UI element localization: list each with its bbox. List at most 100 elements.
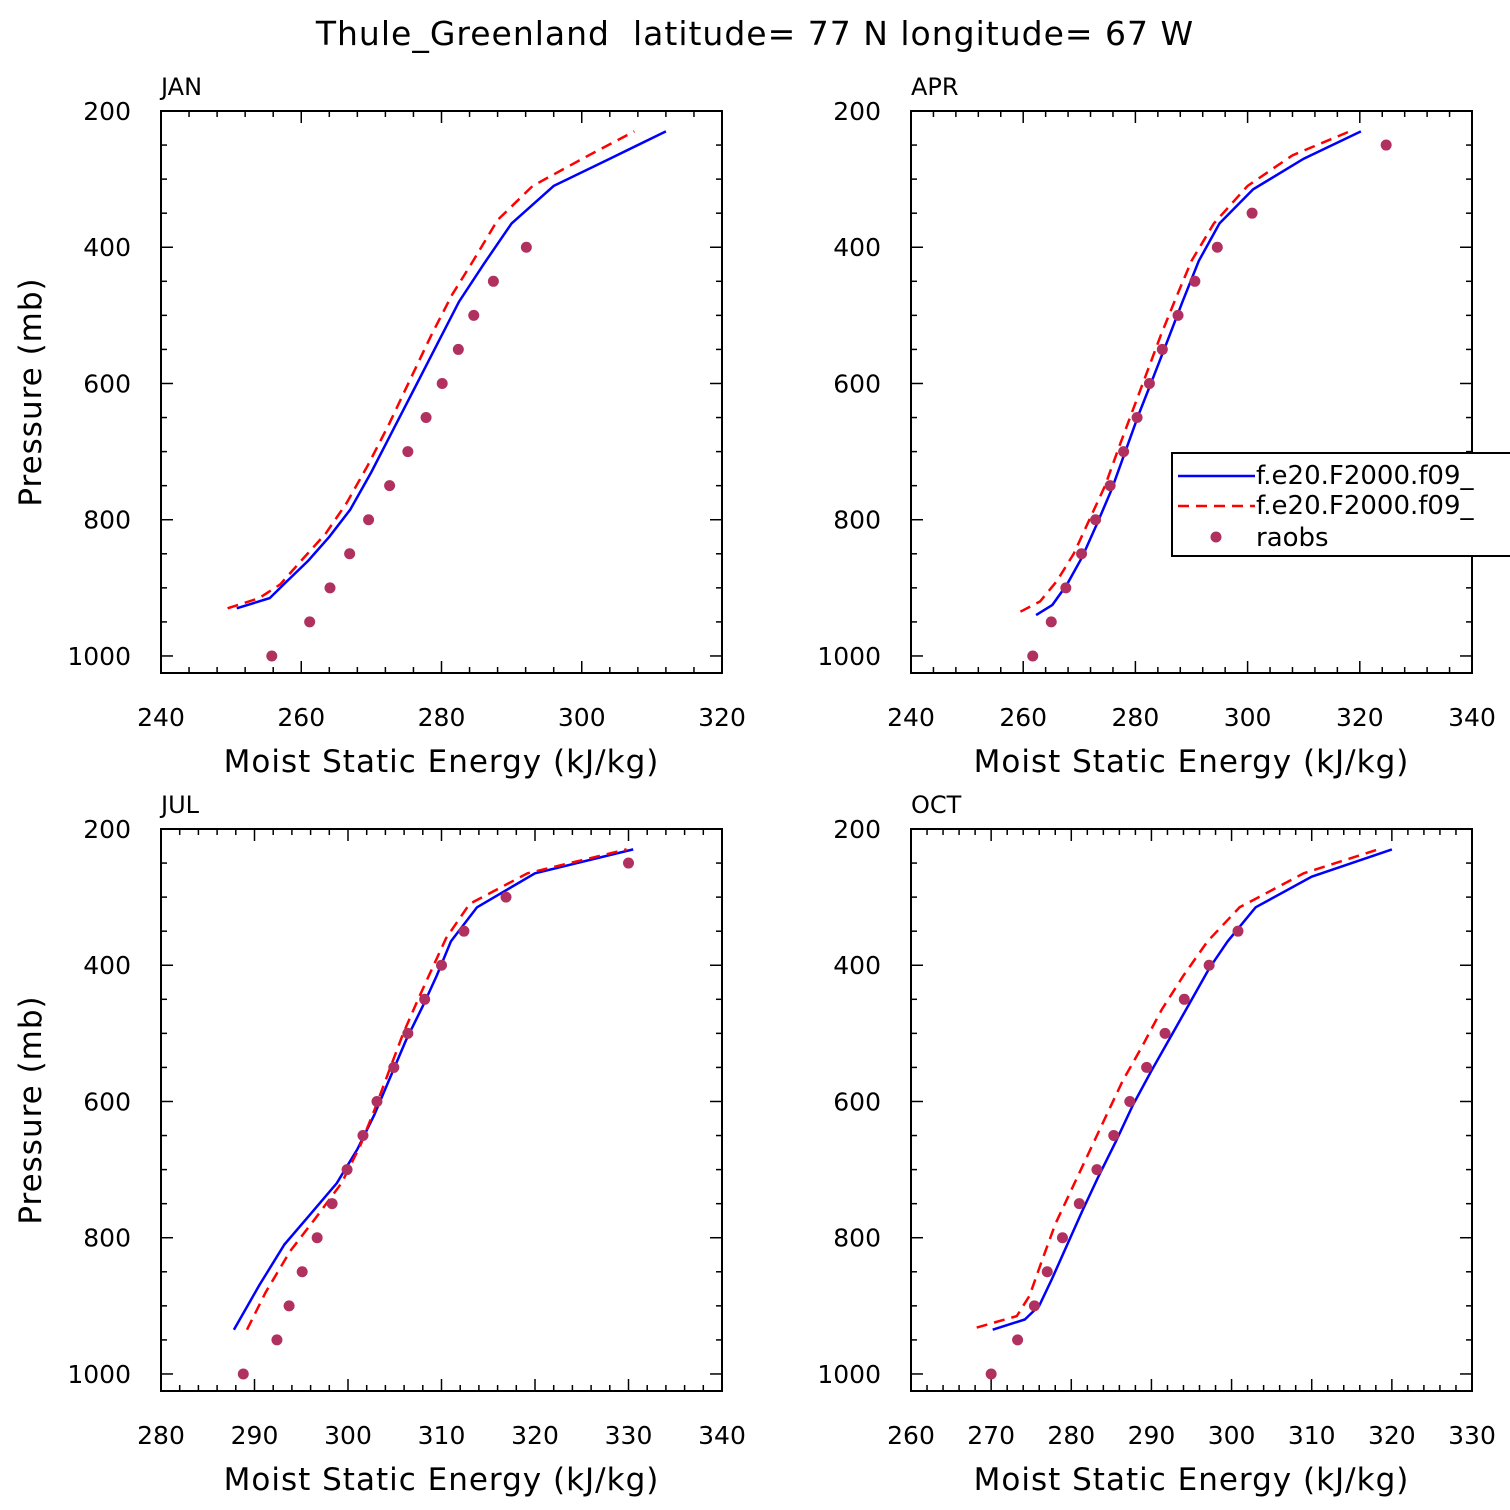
x-axis-label: Moist Static Energy (kJ/kg) xyxy=(224,744,660,780)
model-solid-line xyxy=(232,848,634,1331)
x-tick-label: 320 xyxy=(1336,703,1384,732)
y-tick-label: 200 xyxy=(83,97,131,126)
x-tick-label: 320 xyxy=(511,1421,559,1450)
x-tick-label: 240 xyxy=(137,703,185,732)
y-tick-label: 1000 xyxy=(67,642,131,671)
raobs-point xyxy=(1090,514,1102,526)
raobs-point xyxy=(1189,275,1201,287)
x-tick-label: 240 xyxy=(887,703,935,732)
x-tick-label: 300 xyxy=(1224,703,1272,732)
x-tick-label: 260 xyxy=(999,703,1047,732)
raobs-point xyxy=(1027,650,1039,662)
raobs-point xyxy=(311,1232,323,1244)
legend-dot xyxy=(1210,531,1222,543)
x-tick-label: 280 xyxy=(1047,1421,1095,1450)
raobs-point xyxy=(371,1095,383,1107)
x-tick-label: 260 xyxy=(277,703,325,732)
x-axis-label: Moist Static Energy (kJ/kg) xyxy=(974,1462,1410,1498)
x-tick-label: 300 xyxy=(558,703,606,732)
raobs-point xyxy=(1380,139,1392,151)
x-axis-label: Moist Static Energy (kJ/kg) xyxy=(974,744,1410,780)
model-dashed-line xyxy=(1019,130,1351,613)
raobs-point xyxy=(1246,207,1258,219)
raobs-point xyxy=(1060,582,1072,594)
x-tick-label: 310 xyxy=(418,1421,466,1450)
x-tick-label: 280 xyxy=(137,1421,185,1450)
y-tick-label: 600 xyxy=(83,1087,131,1116)
raobs-point xyxy=(324,582,336,594)
y-tick-label: 400 xyxy=(83,951,131,980)
raobs-point xyxy=(388,1061,400,1073)
raobs-point xyxy=(1118,446,1130,458)
x-tick-label: 270 xyxy=(967,1421,1015,1450)
legend-label-2: f.e20.F2000.f09_ xyxy=(1256,491,1474,521)
raobs-point xyxy=(402,1027,414,1039)
y-tick-label: 200 xyxy=(833,815,881,844)
model-dashed-line xyxy=(976,848,1379,1329)
x-tick-label: 330 xyxy=(1448,1421,1496,1450)
raobs-point xyxy=(436,377,448,389)
x-tick-label: 320 xyxy=(698,703,746,732)
raobs-point xyxy=(985,1368,997,1380)
y-tick-label: 600 xyxy=(833,369,881,398)
x-tick-label: 340 xyxy=(1448,703,1496,732)
y-axis-label: Pressure (mb) xyxy=(13,995,49,1224)
panel-apr: APR 240 260 280 300 320 340 200 400 600 800 1000 Moi… xyxy=(817,73,1495,780)
y-tick-label: 600 xyxy=(83,369,131,398)
raobs-point xyxy=(1012,1334,1024,1346)
x-tick-label: 300 xyxy=(324,1421,372,1450)
raobs-point xyxy=(1143,377,1155,389)
raobs-point xyxy=(1091,1164,1103,1176)
raobs-point xyxy=(487,275,499,287)
y-tick-label: 400 xyxy=(833,951,881,980)
raobs-point xyxy=(402,446,414,458)
y-tick-label: 800 xyxy=(83,506,131,535)
panel-label: APR xyxy=(911,73,959,101)
raobs-point xyxy=(1073,1198,1085,1210)
model-solid-line xyxy=(992,848,1393,1331)
x-tick-label: 290 xyxy=(1128,1421,1176,1450)
x-tick-label: 300 xyxy=(1208,1421,1256,1450)
raobs-point xyxy=(304,616,316,628)
x-tick-label: 280 xyxy=(418,703,466,732)
legend-box xyxy=(1171,452,1510,557)
model-solid-line xyxy=(1035,130,1362,617)
y-tick-label: 1000 xyxy=(817,642,881,671)
y-tick-label: 1000 xyxy=(67,1360,131,1389)
x-tick-label: 260 xyxy=(887,1421,935,1450)
legend: f.e20.F2000.f09_ f.e20.F2000.f09_ raobs xyxy=(1171,452,1510,557)
y-tick-label: 400 xyxy=(83,233,131,262)
raobs-point xyxy=(1203,959,1215,971)
model-solid-line xyxy=(236,130,667,610)
raobs-point xyxy=(237,1368,249,1380)
panel-label: JUL xyxy=(159,791,200,819)
raobs-point xyxy=(1211,241,1223,253)
raobs-point xyxy=(344,548,356,560)
raobs-point xyxy=(1056,1232,1068,1244)
panel-jan: JAN 240 260 280 300 320 200 400 600 800 1000 Moist … xyxy=(13,73,746,780)
panel-oct: OCT 260 270 280 290 300 310 320 330 200 400 600 800 1… xyxy=(817,791,1495,1498)
raobs-point xyxy=(468,309,480,321)
model-dashed-line xyxy=(245,848,627,1331)
raobs-point xyxy=(1108,1130,1120,1142)
raobs-point xyxy=(271,1334,283,1346)
raobs-point xyxy=(357,1130,369,1142)
y-tick-label: 200 xyxy=(83,815,131,844)
main-title: Thule_Greenland latitude= 77 N longitude… xyxy=(315,14,1194,53)
raobs-point xyxy=(1156,343,1168,355)
y-tick-label: 800 xyxy=(833,506,881,535)
y-tick-label: 200 xyxy=(833,97,881,126)
y-tick-label: 600 xyxy=(833,1087,881,1116)
model-dashed-line xyxy=(227,130,635,610)
raobs-point xyxy=(363,514,375,526)
y-tick-label: 800 xyxy=(833,1224,881,1253)
legend-label-1: f.e20.F2000.f09_ xyxy=(1256,461,1474,491)
raobs-point xyxy=(1131,412,1143,424)
x-tick-label: 290 xyxy=(231,1421,279,1450)
y-tick-label: 800 xyxy=(83,1224,131,1253)
plot-frame xyxy=(160,828,723,1392)
raobs-point xyxy=(384,480,396,492)
raobs-point xyxy=(1104,480,1116,492)
x-axis-label: Moist Static Energy (kJ/kg) xyxy=(224,1462,660,1498)
y-axis-label: Pressure (mb) xyxy=(13,277,49,506)
